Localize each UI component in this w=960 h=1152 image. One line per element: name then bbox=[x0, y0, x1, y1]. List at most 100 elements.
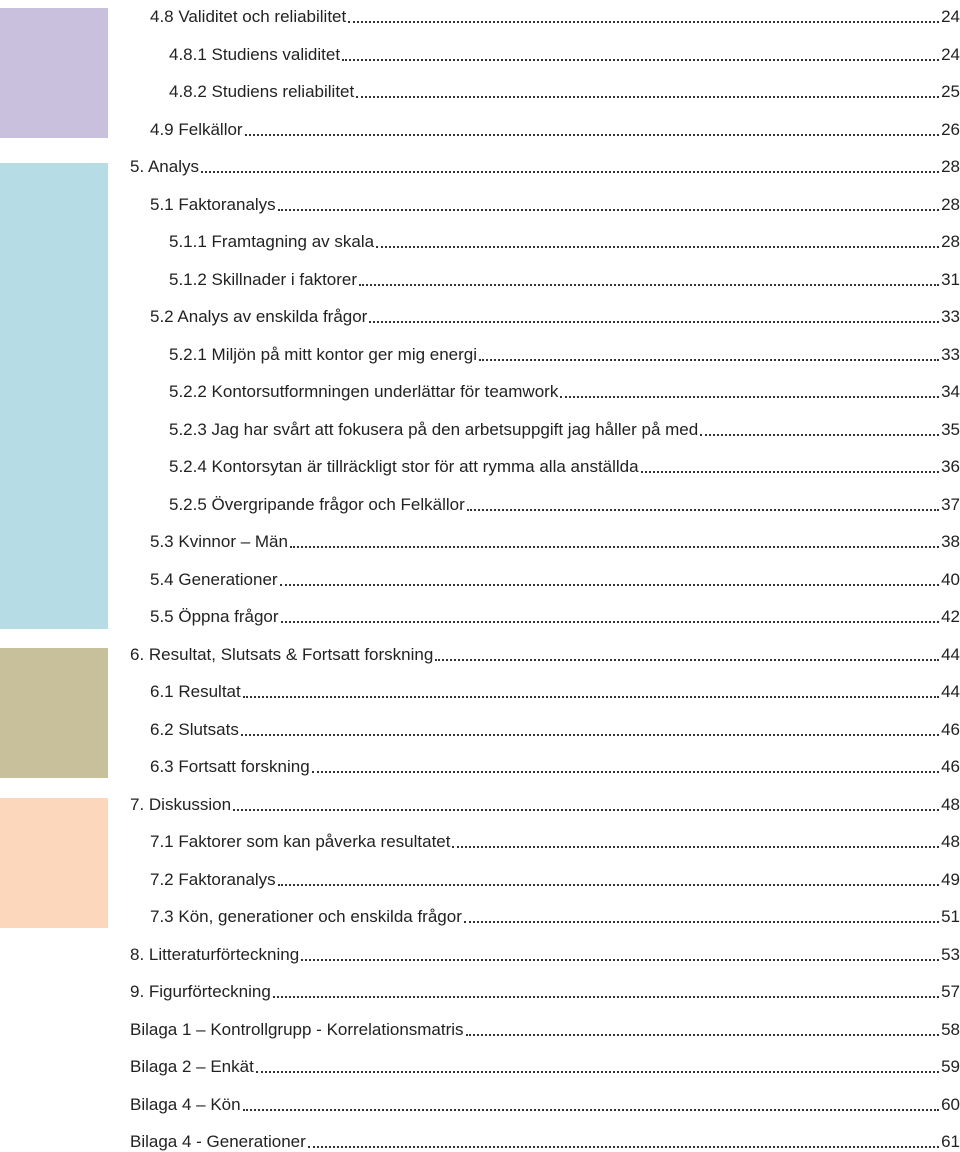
toc-entry[interactable]: 7. Diskussion 48 bbox=[130, 791, 960, 815]
toc-entry[interactable]: 9. Figurförteckning 57 bbox=[130, 978, 960, 1002]
toc-entry-label: 4.8.2 Studiens reliabilitet bbox=[169, 82, 355, 101]
toc-entry[interactable]: 6.1 Resultat 44 bbox=[150, 678, 960, 702]
toc-entry-label: 7.2 Faktoranalys bbox=[150, 870, 276, 889]
toc-entry-page-number: 33 bbox=[941, 345, 960, 364]
toc-entry-page-number: 61 bbox=[941, 1132, 960, 1151]
toc-entry[interactable]: 5.2.3 Jag har svårt att fokusera på den … bbox=[169, 416, 960, 440]
toc-entry[interactable]: Bilaga 2 – Enkät 59 bbox=[130, 1053, 960, 1077]
toc-dot-leader bbox=[272, 996, 940, 998]
toc-entry[interactable]: 5.2 Analys av enskilda frågor 33 bbox=[150, 303, 960, 327]
toc-dot-leader bbox=[356, 96, 940, 98]
toc-entry-page-number: 46 bbox=[941, 757, 960, 776]
toc-dot-leader bbox=[463, 921, 940, 923]
toc-entry-label: 5.1.2 Skillnader i faktorer bbox=[169, 270, 358, 289]
toc-dot-leader bbox=[201, 171, 940, 173]
toc-entry[interactable]: 5.3 Kvinnor – Män 38 bbox=[150, 528, 960, 552]
blue-band bbox=[0, 163, 108, 629]
toc-dot-leader bbox=[280, 621, 940, 623]
toc-entry[interactable]: 5.2.5 Övergripande frågor och Felkällor 3… bbox=[169, 491, 960, 515]
toc-entry[interactable]: 6.3 Fortsatt forskning 46 bbox=[150, 753, 960, 777]
toc-entry-label: 8. Litteraturförteckning bbox=[130, 945, 300, 964]
toc-entry[interactable]: 5.1.1 Framtagning av skala 28 bbox=[169, 228, 960, 252]
toc-dot-leader bbox=[700, 434, 940, 436]
toc-dot-leader bbox=[301, 959, 940, 961]
toc-entry-page-number: 36 bbox=[941, 457, 960, 476]
toc-dot-leader bbox=[311, 771, 940, 773]
toc-entry-label: 5.2.4 Kontorsytan är tillräckligt stor f… bbox=[169, 457, 639, 476]
toc-entry[interactable]: 5.2.4 Kontorsytan är tillräckligt stor f… bbox=[169, 453, 960, 477]
toc-entry[interactable]: 7.1 Faktorer som kan påverka resultatet 4… bbox=[150, 828, 960, 852]
toc-entry-page-number: 24 bbox=[941, 7, 960, 26]
toc-entry[interactable]: 4.8 Validitet och reliabilitet 24 bbox=[150, 3, 960, 27]
toc-entry-label: 7. Diskussion bbox=[130, 795, 232, 814]
toc-entry-page-number: 57 bbox=[941, 982, 960, 1001]
toc-dot-leader bbox=[244, 134, 940, 136]
toc-entry-label: 5.2.5 Övergripande frågor och Felkällor bbox=[169, 495, 465, 514]
toc-entry-page-number: 25 bbox=[941, 82, 960, 101]
toc-entry[interactable]: 5. Analys 28 bbox=[130, 153, 960, 177]
toc-entry-page-number: 26 bbox=[941, 120, 960, 139]
toc-entry-label: 5.2.2 Kontorsutformningen underlättar fö… bbox=[169, 382, 559, 401]
toc-entry-label: 6. Resultat, Slutsats & Fortsatt forskni… bbox=[130, 645, 434, 664]
toc-dot-leader bbox=[369, 321, 940, 323]
toc-dot-leader bbox=[307, 1146, 940, 1148]
toc-dot-leader bbox=[560, 396, 940, 398]
toc-dot-leader bbox=[242, 1109, 940, 1111]
toc-entry-page-number: 38 bbox=[941, 532, 960, 551]
toc-entry[interactable]: 6.2 Slutsats 46 bbox=[150, 716, 960, 740]
toc-entry-label: 7.1 Faktorer som kan påverka resultatet bbox=[150, 832, 451, 851]
toc-entry-label: Bilaga 4 – Kön bbox=[130, 1095, 241, 1114]
toc-entry-page-number: 48 bbox=[941, 795, 960, 814]
toc-entry[interactable]: Bilaga 1 – Kontrollgrupp - Korrelationsm… bbox=[130, 1016, 960, 1040]
toc-entry-page-number: 51 bbox=[941, 907, 960, 926]
toc-entry-label: 4.8 Validitet och reliabilitet bbox=[150, 7, 347, 26]
toc-dot-leader bbox=[240, 734, 940, 736]
toc-entry[interactable]: 4.9 Felkällor 26 bbox=[150, 116, 960, 140]
toc-dot-leader bbox=[465, 1034, 940, 1036]
toc-entry[interactable]: 4.8.2 Studiens reliabilitet 25 bbox=[169, 78, 960, 102]
purple-band bbox=[0, 8, 108, 138]
toc-entry[interactable]: 8. Litteraturförteckning 53 bbox=[130, 941, 960, 965]
olive-band bbox=[0, 648, 108, 778]
toc-entry-label: 5.1.1 Framtagning av skala bbox=[169, 232, 375, 251]
toc-dot-leader bbox=[479, 359, 940, 361]
toc-entry-page-number: 46 bbox=[941, 720, 960, 739]
toc-dot-leader bbox=[277, 209, 940, 211]
toc-dot-leader bbox=[435, 659, 940, 661]
toc-entry[interactable]: 5.2.2 Kontorsutformningen underlättar fö… bbox=[169, 378, 960, 402]
toc-entry[interactable]: 5.1.2 Skillnader i faktorer 31 bbox=[169, 266, 960, 290]
toc-entry-label: 5.3 Kvinnor – Män bbox=[150, 532, 288, 551]
toc-dot-leader bbox=[289, 546, 940, 548]
toc-entry[interactable]: 5.2.1 Miljön på mitt kontor ger mig ener… bbox=[169, 341, 960, 365]
toc-entry[interactable]: 5.4 Generationer 40 bbox=[150, 566, 960, 590]
toc-entry-page-number: 49 bbox=[941, 870, 960, 889]
toc-entry-label: 5.2.3 Jag har svårt att fokusera på den … bbox=[169, 420, 699, 439]
toc-entry-label: Bilaga 4 - Generationer bbox=[130, 1132, 306, 1151]
toc-entry-label: 5.4 Generationer bbox=[150, 570, 278, 589]
toc-entry-page-number: 31 bbox=[941, 270, 960, 289]
toc-entry-label: 5.2.1 Miljön på mitt kontor ger mig ener… bbox=[169, 345, 478, 364]
toc-entry[interactable]: 4.8.1 Studiens validitet 24 bbox=[169, 41, 960, 65]
toc-entry[interactable]: Bilaga 4 - Generationer 61 bbox=[130, 1128, 960, 1152]
toc-entry-page-number: 44 bbox=[941, 682, 960, 701]
toc-entry-label: 5.5 Öppna frågor bbox=[150, 607, 279, 626]
toc-dot-leader bbox=[255, 1071, 940, 1073]
toc-entry[interactable]: 6. Resultat, Slutsats & Fortsatt forskni… bbox=[130, 641, 960, 665]
toc-entry[interactable]: Bilaga 4 – Kön 60 bbox=[130, 1091, 960, 1115]
toc-entry-page-number: 40 bbox=[941, 570, 960, 589]
toc-entry-label: 6.3 Fortsatt forskning bbox=[150, 757, 310, 776]
toc-entry-page-number: 58 bbox=[941, 1020, 960, 1039]
toc-entry-page-number: 48 bbox=[941, 832, 960, 851]
toc-entry[interactable]: 5.1 Faktoranalys 28 bbox=[150, 191, 960, 215]
toc-entry[interactable]: 7.2 Faktoranalys 49 bbox=[150, 866, 960, 890]
toc-dot-leader bbox=[233, 809, 940, 811]
toc-entry-page-number: 28 bbox=[941, 195, 960, 214]
toc-entry[interactable]: 5.5 Öppna frågor 42 bbox=[150, 603, 960, 627]
toc-entry[interactable]: 7.3 Kön, generationer och enskilda frågo… bbox=[150, 903, 960, 927]
toc-entry-label: Bilaga 1 – Kontrollgrupp - Korrelationsm… bbox=[130, 1020, 464, 1039]
toc-dot-leader bbox=[342, 59, 940, 61]
toc-entry-page-number: 33 bbox=[941, 307, 960, 326]
toc-entry-page-number: 42 bbox=[941, 607, 960, 626]
toc-entry-label: 4.8.1 Studiens validitet bbox=[169, 45, 341, 64]
toc-entry-label: 5. Analys bbox=[130, 157, 199, 176]
